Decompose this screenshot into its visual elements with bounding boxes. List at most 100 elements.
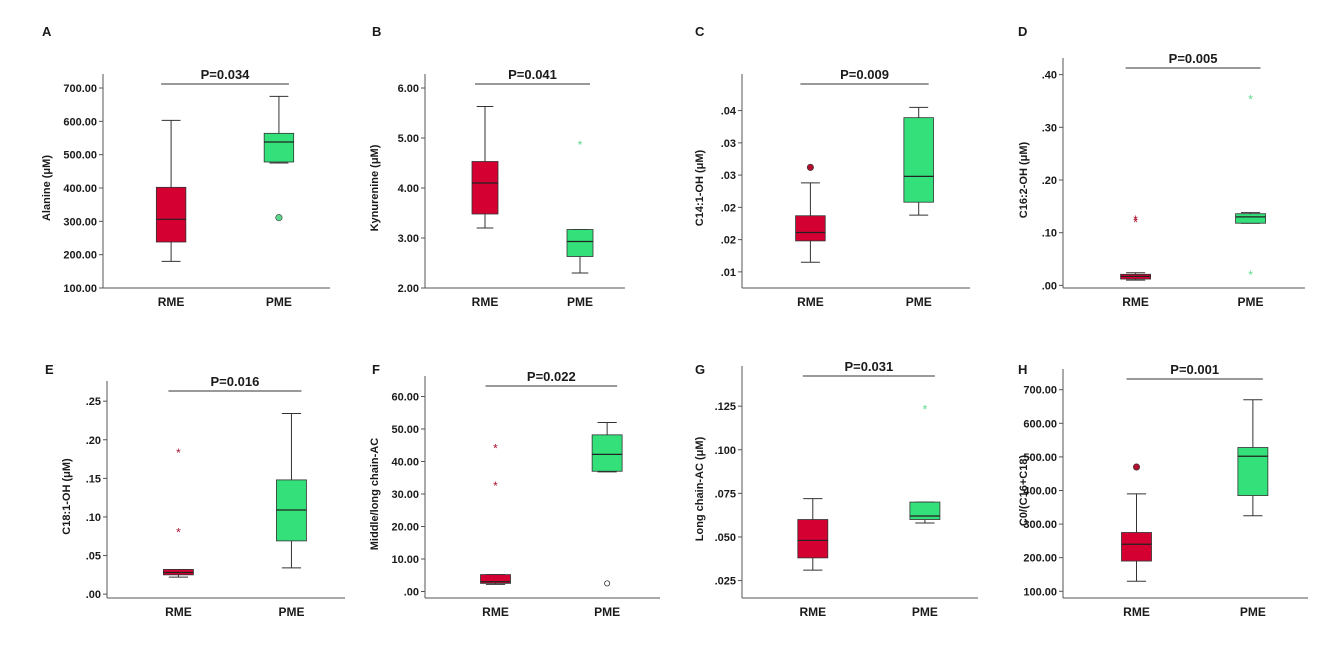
outlier-point [1133,463,1141,471]
y-tick-label: .125 [715,401,736,413]
y-tick-label: 200.00 [63,250,97,262]
x-category-label: RME [165,605,192,619]
p-value-label: P=0.034 [201,67,251,82]
y-tick-label: 30.00 [391,489,419,501]
p-value-label: P=0.001 [1170,362,1219,377]
x-category-label: PME [1238,295,1264,309]
y-tick-label: 700.00 [63,83,97,95]
y-tick-label: .15 [86,473,101,485]
box-iqr [1121,532,1152,562]
y-tick-label: 100.00 [1023,586,1057,598]
box-pme: ** [1235,92,1266,282]
outlier-star: * [1133,213,1138,227]
y-tick-label: .00 [86,589,101,601]
y-tick-label: 6.00 [398,83,419,95]
box-iqr [1235,213,1266,224]
box-pme [263,95,295,222]
p-value-label: P=0.016 [211,374,260,389]
y-axis-title: C14:1-OH (μM) [694,149,706,226]
p-value-label: P=0.031 [844,359,893,374]
outlier-star: * [1248,268,1253,282]
y-tick-label: 10.00 [391,554,419,566]
y-tick-label: .075 [715,488,736,500]
y-tick-label: .02 [721,235,736,247]
y-tick-label: .20 [1042,175,1057,187]
y-tick-label: 50.00 [391,424,419,436]
y-tick-label: 60.00 [391,392,419,404]
y-tick-label: .05 [86,551,101,563]
y-tick-label: 4.00 [398,183,419,195]
y-tick-label: .03 [721,170,736,182]
box-rme [155,119,187,262]
panel-letter: H [1018,362,1027,377]
panel-letter: C [695,24,705,39]
y-tick-label: 400.00 [1023,486,1057,498]
box-iqr [903,117,934,203]
box-iqr [1237,447,1269,496]
outlier-star: * [1133,216,1138,230]
x-category-label: RME [482,605,509,619]
y-tick-label: .40 [1042,70,1057,82]
y-tick-label: .025 [715,576,736,588]
x-category-label: PME [594,605,620,619]
y-tick-label: .02 [721,202,736,214]
outlier-star: * [1248,92,1253,106]
y-axis-title: C0/(C16+C18) [1018,455,1030,527]
box-rme [1121,463,1152,582]
y-tick-label: 3.00 [398,233,419,245]
box-iqr [909,501,941,520]
y-tick-label: .00 [404,587,419,599]
y-axis-title: C16:2-OH (μM) [1018,141,1030,218]
panel-h: H C0/(C16+C18) 100.00 200.00 300.00 400.00 500… [1018,362,1308,619]
outlier-point [604,580,611,587]
y-tick-label: .050 [715,532,736,544]
y-tick-label: .00 [1042,280,1057,292]
x-category-label: PME [912,605,938,619]
y-axis-title: Kynurenine (μM) [369,144,381,231]
box-iqr [797,519,829,559]
y-tick-label: 700.00 [1023,385,1057,397]
box-rme: ** [480,442,511,585]
box-iqr [480,574,511,584]
panel-letter: G [695,362,705,377]
box-pme [1237,399,1269,517]
y-axis-title: Alanine (μM) [41,155,53,221]
box-iqr [566,229,594,257]
y-tick-label: 100.00 [63,283,97,295]
x-category-label: PME [1240,605,1266,619]
outlier-star: * [176,525,181,539]
panel-b: B Kynurenine (μM) 2.00 3.00 4.00 5.00 6.00 RME P… [369,24,625,309]
panel-f: F Middle/long chain-AC .00 10.00 20.00 30.00 4… [369,362,660,619]
y-axis-title: Long chain-AC (μM) [694,436,706,541]
y-tick-label: 40.00 [391,457,419,469]
y-axis-title: Middle/long chain-AC [369,438,381,550]
panel-letter: D [1018,24,1027,39]
y-tick-label: 400.00 [63,183,97,195]
panel-c: C C14:1-OH (μM) .01 .02 .02 .03 .03 .04 RME PME P=… [694,24,970,309]
p-value-label: P=0.009 [840,67,889,82]
y-tick-label: 500.00 [1023,452,1057,464]
x-category-label: PME [278,605,304,619]
y-tick-label: .04 [721,106,737,118]
box-iqr [155,186,187,243]
outlier-star: * [493,442,498,456]
box-pme [903,106,934,216]
x-category-label: RME [1123,605,1150,619]
panel-letter: E [45,362,54,377]
box-rme [797,498,829,571]
y-tick-label: .10 [1042,228,1057,240]
y-tick-label: 5.00 [398,133,419,145]
panel-a: A Alanine (μM) 100.00 200.00 300.00 400.00 500… [41,24,330,309]
y-tick-label: .10 [86,512,101,524]
p-value-label: P=0.041 [508,67,557,82]
box-rme: ** [162,446,194,578]
x-category-label: RME [158,295,185,309]
box-rme [471,106,499,229]
box-rme: ** [1120,213,1151,281]
y-tick-label: .25 [86,396,101,408]
box-pme [276,413,307,569]
box-pme: * [566,138,594,274]
box-pme [591,422,623,587]
y-tick-label: .100 [715,445,736,457]
